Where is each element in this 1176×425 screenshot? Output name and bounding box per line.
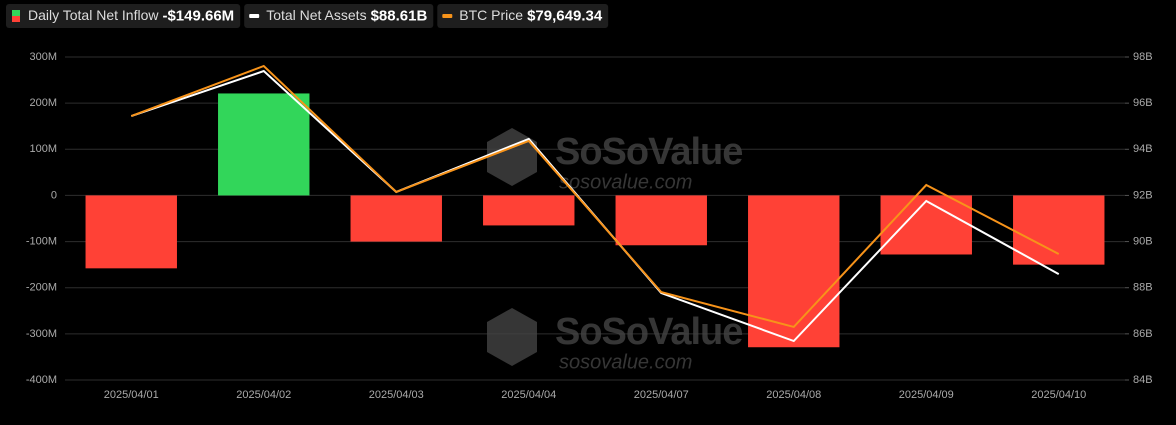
watermark-logo <box>487 128 537 186</box>
y-tick-label: -400M <box>26 374 57 386</box>
y-tick-label: 100M <box>29 143 57 155</box>
y-tick-label: 0 <box>51 189 57 201</box>
y-tick-label: -300M <box>26 328 57 340</box>
legend-box <box>437 4 609 28</box>
bar <box>85 195 177 269</box>
watermark-brand: SoSoValue <box>555 311 742 353</box>
watermark-brand: SoSoValue <box>555 131 742 173</box>
bar <box>350 195 442 242</box>
y-tick-label: -200M <box>26 282 57 294</box>
x-tick-label: 2025/04/01 <box>104 389 159 401</box>
x-tick-label: 2025/04/08 <box>766 389 821 401</box>
legend-item: BTC Price $79,649.34 <box>437 4 609 28</box>
legend-label: BTC Price <box>459 7 523 23</box>
watermark-logo <box>487 308 537 366</box>
line <box>130 64 1060 329</box>
bar <box>483 195 575 226</box>
x-tick-label: 2025/04/03 <box>369 389 424 401</box>
legend-box <box>244 4 434 28</box>
legend-item: Total Net Assets $88.61B <box>244 4 434 28</box>
y2-tick-label: 88B <box>1133 282 1153 294</box>
bar <box>748 195 840 348</box>
x-tick-label: 2025/04/09 <box>899 389 954 401</box>
y2-tick-label: 84B <box>1133 374 1153 386</box>
legend-item: Daily Total Net Inflow -$149.66M <box>6 4 241 28</box>
bar <box>218 93 310 196</box>
x-tick-label: 2025/04/04 <box>501 389 556 401</box>
legend-box <box>6 4 241 28</box>
y-tick-label: -100M <box>26 235 57 247</box>
y-tick-label: 300M <box>29 51 57 63</box>
y2-tick-label: 96B <box>1133 97 1153 109</box>
y-tick-label: 200M <box>29 97 57 109</box>
legend-value: -$149.66M <box>162 7 234 24</box>
x-tick-label: 2025/04/02 <box>236 389 291 401</box>
legend-value: $88.61B <box>371 7 428 24</box>
y2-tick-label: 86B <box>1133 328 1153 340</box>
legend-icon <box>249 14 260 18</box>
x-tick-label: 2025/04/07 <box>634 389 689 401</box>
legend-icon <box>12 16 20 22</box>
bar <box>615 195 707 246</box>
y2-tick-label: 98B <box>1133 51 1153 63</box>
legend-value: $79,649.34 <box>527 7 603 24</box>
legend-icon <box>12 10 20 16</box>
legend-icon <box>442 14 453 18</box>
x-tick-label: 2025/04/10 <box>1031 389 1086 401</box>
bar <box>880 195 972 255</box>
watermark-site: sosovalue.com <box>559 171 692 193</box>
y2-tick-label: 92B <box>1133 189 1153 201</box>
bar <box>1013 195 1105 265</box>
legend-label: Total Net Assets <box>266 7 366 23</box>
y2-tick-label: 90B <box>1133 235 1153 247</box>
watermark-site: sosovalue.com <box>559 351 692 373</box>
y2-tick-label: 94B <box>1133 143 1153 155</box>
legend-label: Daily Total Net Inflow <box>28 7 159 23</box>
